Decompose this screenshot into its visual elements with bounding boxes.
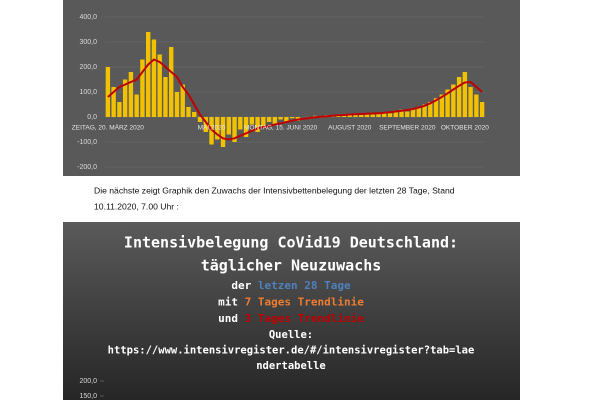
trend-line — [107, 58, 483, 141]
subtitle-part: und — [218, 312, 245, 325]
bar — [180, 84, 185, 117]
y-tick-label: 100,0 — [79, 89, 97, 96]
bar — [105, 67, 111, 117]
bar — [370, 112, 375, 117]
bar — [128, 72, 134, 117]
bar — [266, 117, 272, 122]
bar — [278, 117, 283, 120]
y-tick-label: -100,0 — [77, 139, 97, 146]
source-text: Quelle: — [269, 329, 313, 341]
bar — [284, 117, 289, 122]
bar — [359, 113, 364, 117]
subtitle-part: letzen 28 Tage — [258, 279, 351, 292]
chart-subtitle: mit 7 Tages Trendlinie — [218, 296, 364, 309]
y-tick-label: 150,0 — [79, 393, 97, 400]
bar — [422, 104, 427, 117]
bar — [451, 84, 456, 117]
bar — [151, 39, 157, 117]
chart-background — [63, 0, 520, 176]
x-tick-label: ZEITAG, 20. MÄRZ 2020 — [72, 124, 145, 132]
bar — [353, 115, 358, 117]
bar — [220, 117, 226, 147]
source-text: ndertabelle — [256, 360, 326, 372]
bar — [416, 107, 421, 117]
bar — [479, 102, 485, 117]
chart-background — [63, 222, 520, 400]
chart-subtitle: und 3 Tages Trendlinie — [218, 312, 364, 325]
bar — [462, 72, 468, 117]
subtitle-part: 3 Tages Trendlinie — [245, 312, 365, 325]
y-tick-label: 300,0 — [79, 39, 97, 46]
bar — [243, 117, 249, 137]
bar — [387, 113, 393, 117]
bar — [410, 108, 416, 117]
bar — [376, 114, 381, 117]
x-tick-label: MAI 2020 — [198, 125, 226, 132]
bar — [169, 47, 174, 117]
subtitle-part: 7 Tages Trendlinie — [245, 296, 365, 309]
bar — [474, 94, 479, 117]
bar — [122, 79, 128, 117]
y-tick-label: 200,0 — [79, 64, 97, 71]
bar — [215, 117, 220, 140]
bar — [255, 117, 260, 132]
bar — [272, 117, 278, 125]
bar — [289, 117, 295, 119]
subtitle-part: der — [231, 279, 258, 292]
bar — [197, 117, 203, 122]
x-tick-label: SEPTEMBER 2020 — [379, 125, 436, 132]
bar — [249, 117, 255, 125]
bar — [140, 59, 145, 117]
x-tick-label: MONTAG, 15. JUNI 2020 — [244, 125, 318, 132]
bar — [382, 112, 387, 117]
bar — [174, 92, 180, 117]
source-text: https://www.intensivregister.de/#/intens… — [108, 345, 475, 357]
bar — [111, 87, 116, 117]
x-tick-label: AUGUST 2020 — [328, 125, 372, 132]
bar — [399, 109, 404, 117]
bar — [456, 77, 462, 117]
bar — [261, 117, 266, 127]
x-tick-label: OKTOBER 2020 — [441, 125, 489, 132]
bar — [405, 111, 410, 117]
paragraph-line: Die nächste zeigt Graphik den Zuwachs de… — [94, 185, 455, 195]
bar — [117, 102, 122, 117]
y-tick-label: 400,0 — [79, 14, 97, 21]
bar — [238, 117, 243, 130]
bar — [433, 98, 439, 117]
bar — [439, 94, 445, 117]
bar — [134, 94, 139, 117]
y-tick-label: -200,0 — [77, 164, 97, 171]
bar — [186, 107, 191, 117]
bar — [226, 117, 231, 135]
bar — [428, 102, 433, 117]
bar — [341, 115, 347, 117]
chart-title: Intensivbelegung CoVid19 Deutschland: — [124, 234, 458, 252]
bar — [445, 89, 450, 117]
y-tick-label: 200,0 — [79, 378, 97, 385]
bar — [157, 54, 162, 117]
bar — [468, 87, 473, 117]
paragraph-line: 10.11.2020, 7.00 Uhr : — [94, 201, 179, 211]
bar — [203, 117, 208, 132]
bar — [232, 117, 237, 142]
bar — [364, 114, 370, 117]
y-tick-label: 0,0 — [87, 114, 97, 121]
subtitle-part: mit — [218, 296, 245, 309]
bar — [163, 77, 168, 117]
bar — [192, 112, 197, 117]
chart-title: täglicher Neuzuwachs — [201, 257, 382, 275]
bar — [393, 110, 398, 117]
chart-subtitle: der letzen 28 Tage — [231, 279, 351, 292]
bar — [145, 32, 151, 117]
